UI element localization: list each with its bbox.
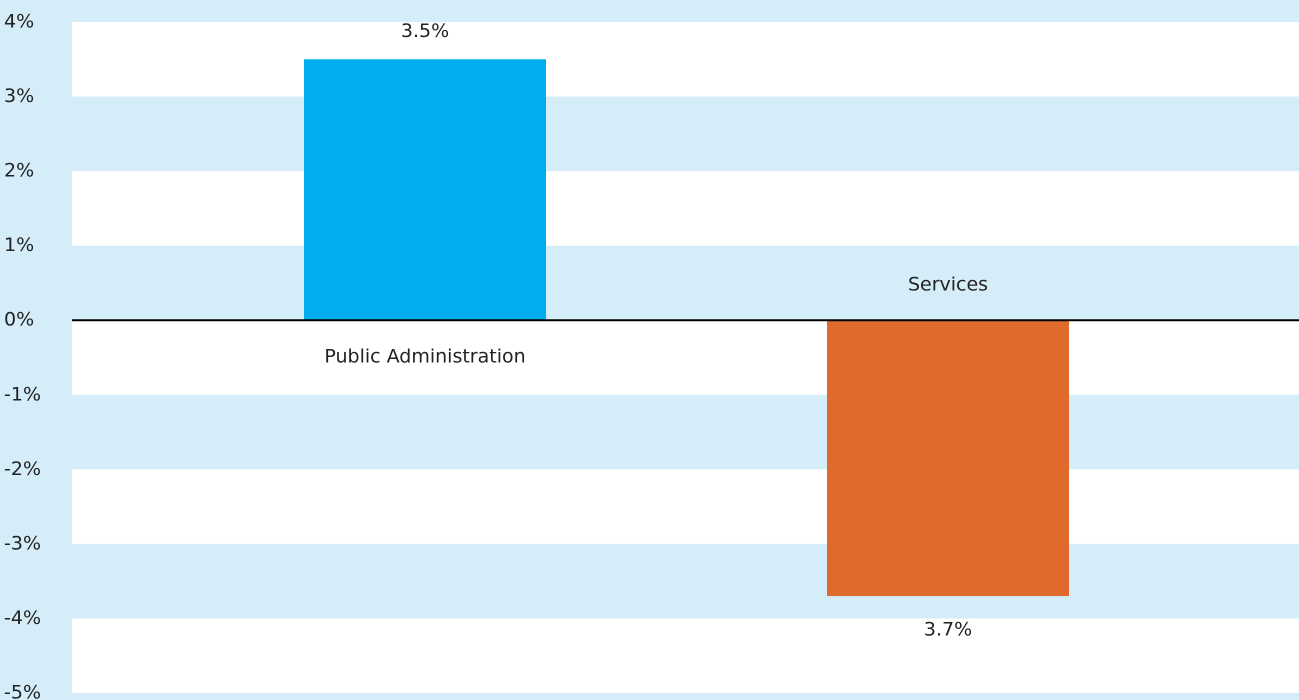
y-tick-label: -5% (4, 682, 41, 700)
y-tick-label: 0% (4, 309, 34, 331)
grid-band (72, 171, 1299, 246)
x-tick-label: Public Administration (324, 346, 525, 368)
y-tick-label: -3% (4, 532, 41, 554)
data-label: 3.7% (924, 619, 972, 641)
bar (827, 320, 1069, 597)
y-tick-label: -4% (4, 607, 41, 629)
y-tick-label: 1% (4, 234, 34, 256)
grid-band (72, 618, 1299, 693)
grid-band (72, 469, 1299, 544)
y-tick-label: 4% (4, 11, 34, 33)
y-tick-label: -2% (4, 458, 41, 480)
bar (304, 59, 546, 321)
data-label: 3.5% (401, 20, 449, 42)
grid-band (72, 22, 1299, 97)
grid-band (72, 320, 1299, 395)
y-tick-label: -1% (4, 383, 41, 405)
x-tick-label: Services (908, 274, 988, 296)
y-tick-label: 2% (4, 160, 34, 182)
y-tick-label: 3% (4, 85, 34, 107)
